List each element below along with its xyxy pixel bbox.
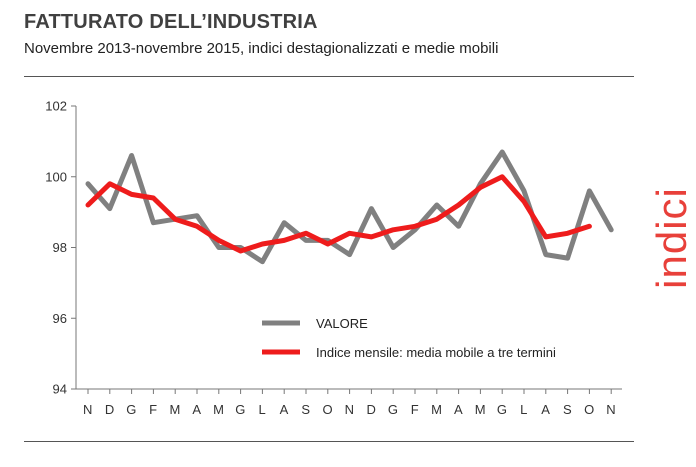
y-tick-label: 98 [53, 240, 67, 255]
series-line-valore [85, 149, 614, 265]
x-tick-label: G [388, 402, 399, 417]
x-tick-label: N [606, 402, 616, 417]
x-tick-label: S [301, 402, 310, 417]
x-tick-label: F [149, 402, 157, 417]
x-tick-label: A [454, 402, 463, 417]
chart-subtitle: Novembre 2013-novembre 2015, indici dest… [24, 40, 499, 57]
y-tick-label: 94 [53, 382, 67, 397]
legend-label: Indice mensile: media mobile a tre termi… [316, 345, 556, 360]
x-tick-label: G [235, 402, 246, 417]
chart-series [85, 149, 614, 265]
x-tick-label: F [411, 402, 419, 417]
x-tick-label: D [366, 402, 376, 417]
y-tick-label: 102 [45, 99, 67, 114]
x-tick-label: M [431, 402, 442, 417]
x-tick-label: M [170, 402, 181, 417]
x-tick-label: G [497, 402, 508, 417]
chart-legend: VALORE Indice mensile: media mobile a tre… [262, 316, 556, 360]
y-tick-label: 100 [45, 169, 67, 184]
x-tick-label: A [192, 402, 201, 417]
bottom-divider [24, 441, 634, 442]
x-tick-label: M [475, 402, 486, 417]
x-tick-label: N [345, 402, 355, 417]
y-tick-label: 96 [53, 311, 67, 326]
legend-label: VALORE [316, 316, 368, 331]
top-divider [24, 76, 634, 77]
side-label-indici: indici [648, 187, 695, 289]
x-tick-label: O [584, 402, 595, 417]
x-tick-label: N [83, 402, 93, 417]
x-tick-label: G [126, 402, 137, 417]
x-tick-label: A [280, 402, 289, 417]
x-tick-label: O [322, 402, 333, 417]
x-tick-label: M [213, 402, 224, 417]
x-tick-label: D [105, 402, 115, 417]
chart-title: FATTURATO DELL’INDUSTRIA [24, 11, 318, 33]
series-line-media-mobile [85, 174, 592, 254]
x-tick-label: L [259, 402, 267, 417]
x-tick-label: L [520, 402, 528, 417]
x-tick-label: S [563, 402, 572, 417]
x-tick-label: A [541, 402, 550, 417]
